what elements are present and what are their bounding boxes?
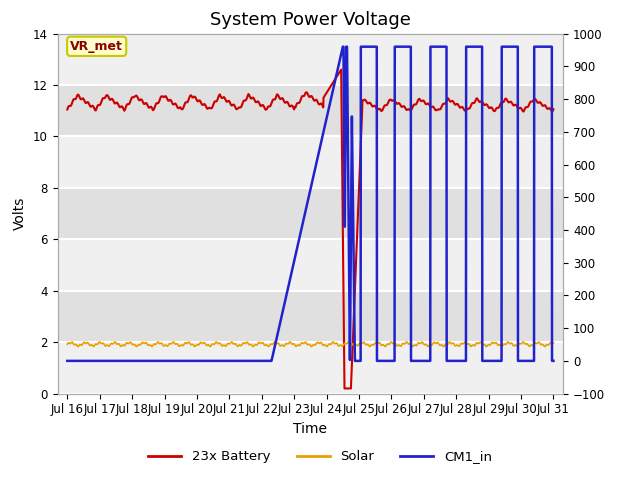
Bar [58, 136, 563, 188]
23x Battery [249, 95, 257, 100]
Text: VR_met: VR_met [70, 40, 123, 53]
X-axis label: Time: Time [293, 422, 328, 436]
Bar [58, 85, 563, 136]
Bar [58, 291, 563, 342]
Solar [191, 344, 198, 349]
Bar [58, 342, 563, 394]
CM1_in [550, 358, 557, 364]
23x Battery [463, 106, 471, 112]
Title: System Power Voltage: System Power Voltage [210, 11, 411, 29]
Line: CM1_in: CM1_in [67, 47, 554, 361]
CM1_in [463, 44, 471, 49]
Solar [380, 342, 387, 348]
23x Battery [337, 67, 345, 72]
CM1_in [426, 358, 434, 364]
CM1_in [339, 44, 347, 49]
23x Battery [426, 104, 434, 109]
Bar [58, 240, 563, 291]
Y-axis label: Volts: Volts [13, 197, 28, 230]
23x Battery [340, 385, 348, 391]
Solar [426, 342, 434, 348]
Solar [250, 344, 257, 349]
CM1_in [249, 358, 257, 364]
Solar [355, 341, 363, 347]
Solar [463, 341, 471, 347]
23x Battery [152, 102, 159, 108]
CM1_in [380, 358, 387, 364]
Solar [403, 339, 410, 345]
CM1_in [152, 358, 159, 364]
23x Battery [63, 107, 71, 112]
Solar [152, 342, 159, 348]
Solar [550, 340, 557, 346]
23x Battery [355, 184, 363, 190]
Bar [58, 34, 563, 85]
Bar [58, 188, 563, 240]
CM1_in [63, 358, 71, 364]
Line: 23x Battery: 23x Battery [67, 70, 554, 388]
23x Battery [550, 107, 557, 112]
Solar [63, 341, 71, 347]
CM1_in [355, 358, 363, 364]
Legend: 23x Battery, Solar, CM1_in: 23x Battery, Solar, CM1_in [143, 445, 497, 468]
Line: Solar: Solar [67, 342, 554, 347]
23x Battery [380, 104, 387, 110]
